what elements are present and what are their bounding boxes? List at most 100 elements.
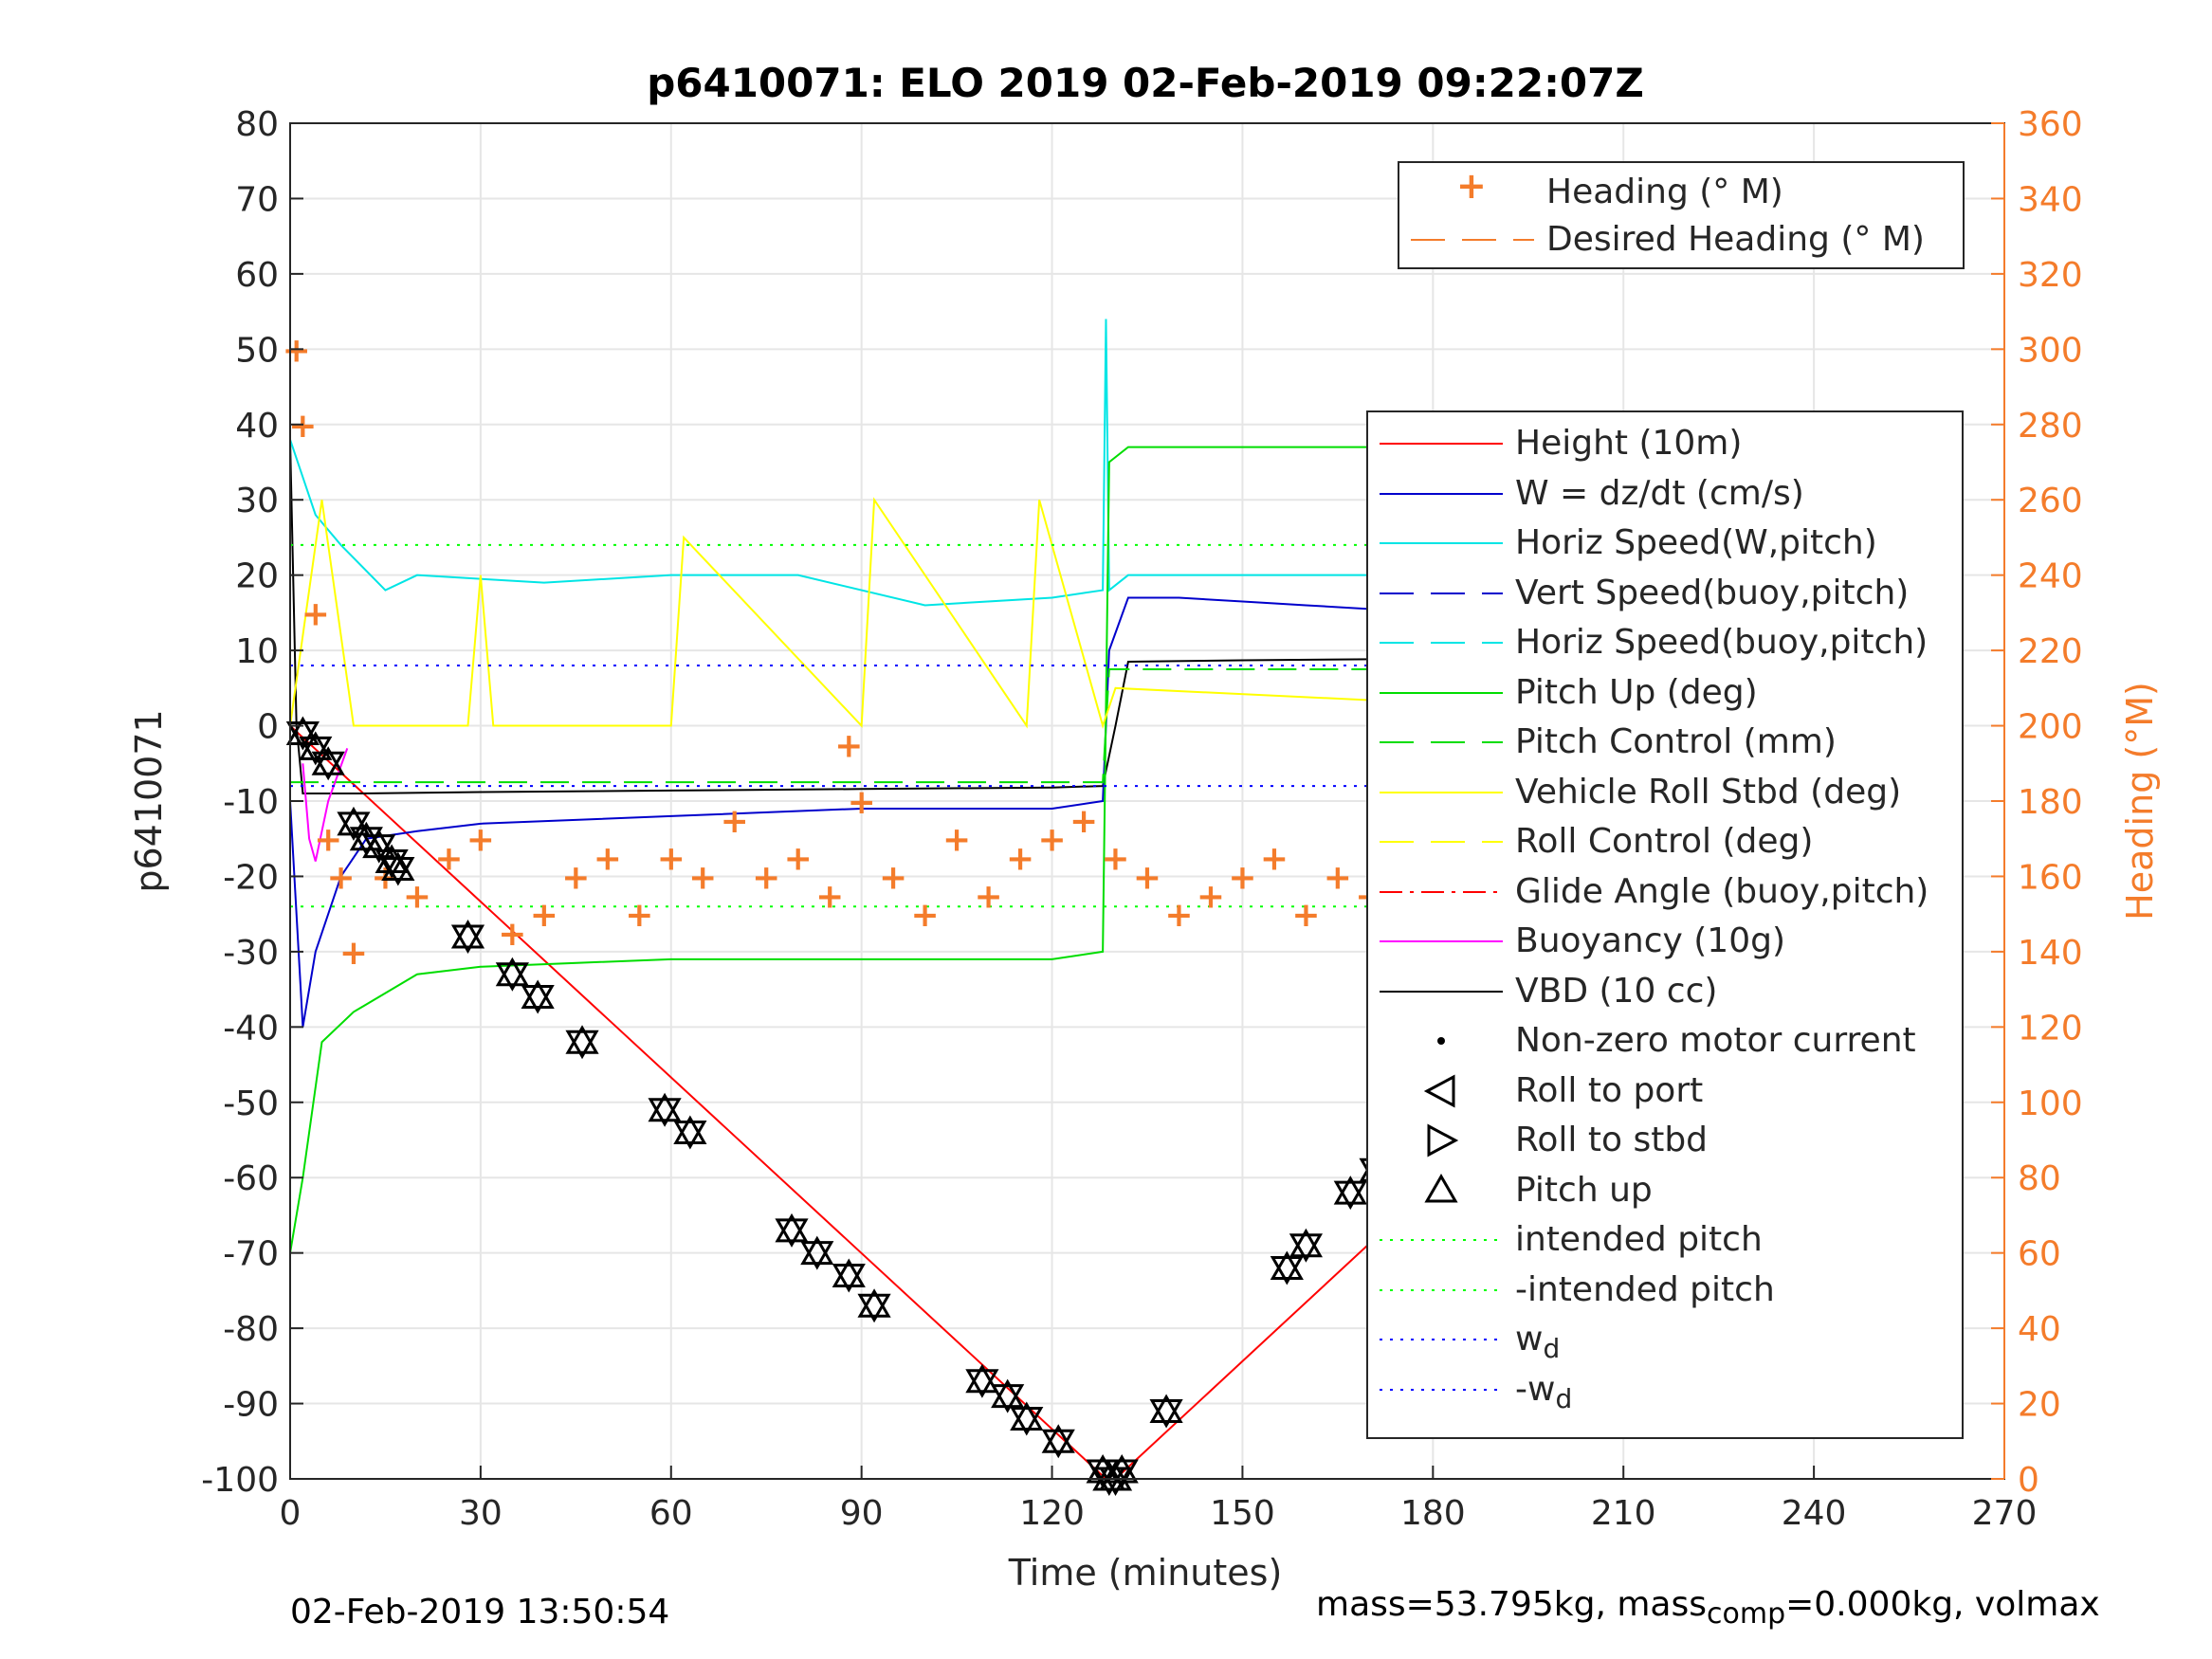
axis-ticks: 0 30 60 90 120 150 180 210 240 270-100-90-80-70-6… (201, 105, 2082, 1533)
y-tick-label: 0 (257, 708, 279, 747)
pitch-up-marker (1010, 1401, 1044, 1431)
roll-marker (362, 834, 396, 864)
pitch-up-marker (381, 851, 415, 881)
y-tick-label: -100 (201, 1461, 279, 1500)
mass-annotation: mass=53.795kg, masscomp=0.000kg, volmax (1316, 1585, 2100, 1631)
y-tick-label: 20 (235, 557, 279, 596)
legend-label: Horiz Speed(buoy,pitch) (1515, 623, 1929, 662)
roll-marker (337, 811, 371, 841)
legend-sample-icon (1427, 1123, 1459, 1158)
legend-entry: Roll Control (deg) (1368, 818, 1962, 867)
series-legend: Height (10m) W = dz/dt (cm/s) Horiz Speed(… (1366, 410, 1964, 1439)
heading-point: + (1228, 858, 1256, 897)
y2-tick-label: 220 (2018, 632, 2083, 671)
pitch-up-marker (775, 1212, 809, 1243)
legend-subscript: d (1555, 1382, 1573, 1414)
pitch-up-marker (495, 957, 529, 987)
y2-tick-label: 360 (2018, 105, 2083, 144)
legend-label: -wd (1515, 1369, 1573, 1414)
legend-sample-icon (1424, 1173, 1458, 1202)
legend-sample-icon (1423, 1073, 1455, 1108)
pitch-up-marker (1333, 1176, 1367, 1205)
y2-tick-label: 140 (2018, 934, 2083, 973)
legend-label: Roll Control (deg) (1515, 822, 1814, 861)
pitch-up-marker (991, 1378, 1025, 1409)
legend-label: Height (10m) (1515, 424, 1743, 463)
legend-label: Desired Heading (° M) (1546, 220, 1925, 259)
heading-point: + (1260, 840, 1289, 879)
roll-marker (285, 721, 320, 751)
pitch-up-marker (1098, 1461, 1133, 1491)
y-tick-label: -40 (223, 1009, 279, 1048)
x-tick-label: 270 (1972, 1494, 2038, 1533)
heading-point: + (314, 821, 342, 860)
heading-point: + (1101, 840, 1129, 879)
roll-marker (1105, 1459, 1139, 1489)
heading-point: + (403, 877, 431, 916)
heading-point: + (879, 858, 907, 897)
y-tick-label: -10 (223, 783, 279, 822)
pitch-up-marker (1289, 1228, 1324, 1258)
legend-label: Vert Speed(buoy,pitch) (1515, 573, 1910, 612)
legend-entry: Height (10m) (1368, 420, 1962, 469)
y-tick-label: 70 (235, 180, 279, 219)
legend-sample-icon (1380, 1339, 1503, 1340)
y2-tick-label: 120 (2018, 1009, 2083, 1048)
heading-plus-icon: + (1456, 165, 1487, 207)
roll-marker (381, 857, 415, 886)
legend-entry: Glide Angle (buoy,pitch) (1368, 868, 1962, 918)
mass-sub: comp (1707, 1597, 1786, 1632)
legend-entry: Roll to port (1368, 1067, 1962, 1117)
legend-entry: Buoyancy (10g) (1368, 918, 1962, 967)
heading-point: + (283, 331, 311, 370)
pitch-up-marker (311, 746, 345, 775)
x-tick-label: 60 (649, 1494, 693, 1533)
roll-marker (1041, 1429, 1075, 1459)
heading-point: + (911, 896, 940, 935)
roll-marker (565, 1030, 599, 1060)
heading-point: + (594, 840, 622, 879)
y2-tick-label: 300 (2018, 331, 2083, 370)
pitch-up-marker (1041, 1424, 1075, 1453)
y-tick-label: -90 (223, 1386, 279, 1425)
roll-marker (495, 962, 529, 992)
legend-label: Heading (° M) (1546, 173, 1783, 211)
x-tick-label: 120 (1019, 1494, 1085, 1533)
y-tick-label: 60 (235, 256, 279, 295)
legend-entry: -wd (1368, 1366, 1962, 1415)
roll-marker (375, 849, 409, 879)
roll-marker (1010, 1406, 1044, 1436)
legend-entry: -intended pitch (1368, 1267, 1962, 1316)
roll-marker (1333, 1180, 1367, 1211)
y2-tick-label: 20 (2018, 1386, 2061, 1425)
x-tick-label: 210 (1591, 1494, 1656, 1533)
y2-tick-label: 40 (2018, 1310, 2061, 1349)
roll-marker (800, 1241, 834, 1270)
y2-tick-label: 60 (2018, 1235, 2061, 1274)
heading-point: + (434, 840, 463, 879)
legend-label: Roll to port (1515, 1070, 1704, 1110)
pitch-up-marker (832, 1258, 866, 1287)
legend-entry: Pitch up (1368, 1167, 1962, 1216)
y-tick-label: -80 (223, 1310, 279, 1349)
legend-sample-icon (1380, 592, 1503, 594)
legend-entry: Roll to stbd (1368, 1117, 1962, 1166)
heading-point: + (1006, 840, 1034, 879)
heading-point: + (784, 840, 813, 879)
heading-point: + (688, 858, 717, 897)
legend-entry: Horiz Speed(W,pitch) (1368, 520, 1962, 569)
legend-sample-icon (1380, 492, 1503, 495)
legend-sample-icon (1380, 990, 1503, 993)
roll-marker (965, 1369, 999, 1398)
y-tick-label: 80 (235, 105, 279, 144)
x-tick-label: 90 (840, 1494, 884, 1533)
y2-tick-label: 200 (2018, 708, 2083, 747)
roll-marker (832, 1264, 866, 1293)
legend-entry-desired-heading: Desired Heading (° M) (1399, 216, 1963, 265)
heading-point: + (466, 821, 495, 860)
legend-label: wd (1515, 1320, 1561, 1365)
legend-sample-icon (1380, 542, 1503, 544)
pitch-up-marker (1105, 1454, 1139, 1484)
heading-point: + (339, 934, 368, 973)
pitch-up-marker (648, 1092, 682, 1122)
